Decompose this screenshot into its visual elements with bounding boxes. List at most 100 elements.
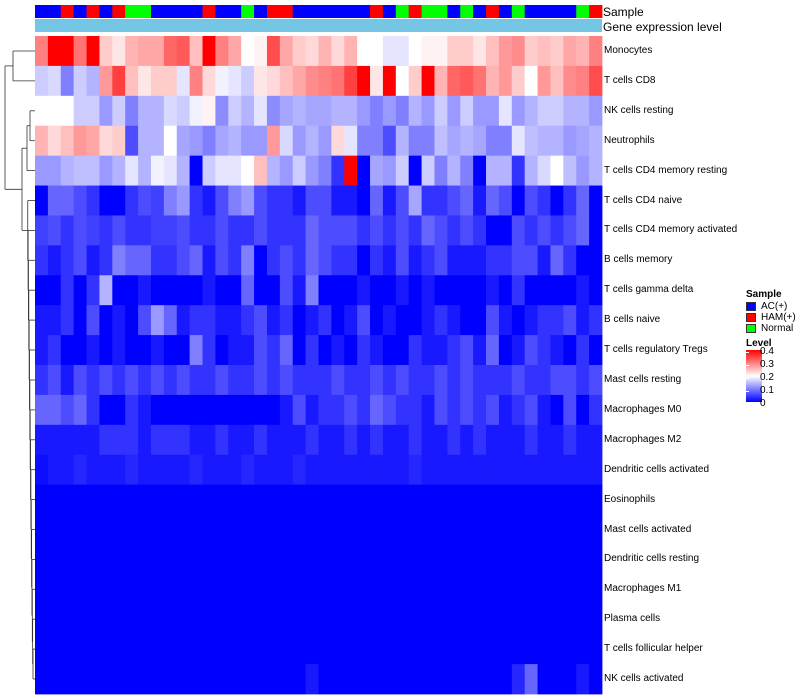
heatmap-cell xyxy=(524,574,538,605)
heatmap-cell xyxy=(511,185,526,216)
heatmap-cell xyxy=(563,155,577,186)
heatmap-cell xyxy=(421,155,435,186)
heatmap-cell xyxy=(331,484,345,515)
heatmap-cell xyxy=(447,365,461,396)
heatmap-cell xyxy=(537,275,551,306)
row-dendrogram xyxy=(4,50,35,680)
sample-cell xyxy=(47,5,62,18)
heatmap-cell xyxy=(125,454,139,486)
heatmap-cell xyxy=(589,424,603,456)
heatmap-cell xyxy=(138,335,152,366)
heatmap-cell xyxy=(486,394,500,426)
heatmap-cell xyxy=(266,155,281,186)
row-label: T cells follicular helper xyxy=(604,643,703,655)
heatmap-cell xyxy=(241,245,255,276)
heatmap-cell xyxy=(589,484,603,515)
heatmap-cell xyxy=(563,215,577,246)
heatmap-cell xyxy=(163,275,178,306)
heatmap-cell xyxy=(163,604,178,635)
heatmap-cell xyxy=(228,574,242,605)
heatmap-cell xyxy=(292,305,307,336)
heatmap-cell xyxy=(202,185,216,216)
heatmap-cell xyxy=(305,664,319,695)
heatmap-cell xyxy=(73,36,87,67)
heatmap-cell xyxy=(421,185,435,216)
sample-legend-title: Sample xyxy=(746,289,782,300)
heatmap-cell xyxy=(447,305,461,336)
heatmap-cell xyxy=(279,305,294,336)
heatmap-cell xyxy=(460,65,474,97)
heatmap-cell xyxy=(73,65,87,97)
heatmap-cell xyxy=(395,245,410,276)
heatmap-cell xyxy=(511,514,526,545)
heatmap-cell xyxy=(112,454,126,486)
heatmap-cell xyxy=(215,484,229,515)
heatmap-cell xyxy=(589,275,603,306)
legend-swatch-ac xyxy=(746,302,756,311)
heatmap-cell xyxy=(524,604,538,635)
heatmap-cell xyxy=(73,634,87,665)
heatmap-cell xyxy=(279,125,294,157)
sample-cell xyxy=(99,5,113,18)
heatmap-cell xyxy=(421,365,435,396)
heatmap-cell xyxy=(344,245,358,276)
heatmap-cell xyxy=(125,185,139,216)
heatmap-cell xyxy=(47,664,62,695)
heatmap-cell xyxy=(35,634,49,665)
heatmap-cell xyxy=(537,664,551,695)
heatmap-cell xyxy=(473,305,487,336)
heatmap-cell xyxy=(86,95,100,127)
heatmap-cell xyxy=(163,394,178,426)
heatmap-cell xyxy=(563,664,577,695)
heatmap-cell xyxy=(318,514,332,545)
heatmap-cell xyxy=(86,424,100,456)
heatmap-cell xyxy=(241,634,255,665)
heatmap-cell xyxy=(86,125,100,157)
heatmap-cell xyxy=(498,36,513,67)
heatmap-cell xyxy=(382,65,397,97)
heatmap-cell xyxy=(382,634,397,665)
heatmap-cell xyxy=(331,454,345,486)
heatmap-cell xyxy=(176,185,191,216)
heatmap-cell xyxy=(189,335,203,366)
heatmap-cell xyxy=(138,365,152,396)
heatmap-cell xyxy=(550,365,564,396)
heatmap-cell xyxy=(279,484,294,515)
heatmap-cell xyxy=(344,484,358,515)
heatmap-cell xyxy=(228,185,242,216)
heatmap-cell xyxy=(434,155,448,186)
heatmap-cell xyxy=(382,454,397,486)
heatmap-cell xyxy=(589,604,603,635)
heatmap-cell xyxy=(498,125,513,157)
heatmap-cell xyxy=(563,65,577,97)
heatmap-cell xyxy=(447,634,461,665)
heatmap-cell xyxy=(241,185,255,216)
heatmap-cell xyxy=(47,484,62,515)
heatmap-cell xyxy=(344,394,358,426)
row-label: Macrophages M1 xyxy=(604,583,682,595)
heatmap-cell xyxy=(279,365,294,396)
heatmap-cell xyxy=(460,544,474,575)
sample-cell xyxy=(563,5,577,18)
heatmap-cell xyxy=(266,454,281,486)
heatmap-cell xyxy=(524,36,538,67)
heatmap-cell xyxy=(576,424,590,456)
heatmap-cell xyxy=(563,245,577,276)
heatmap-cell xyxy=(370,275,384,306)
heatmap-cell xyxy=(47,305,62,336)
heatmap-cell xyxy=(150,484,165,515)
heatmap-cell xyxy=(563,95,577,127)
heatmap-cell xyxy=(202,36,216,67)
heatmap-cell xyxy=(305,604,319,635)
heatmap-cell xyxy=(370,604,384,635)
heatmap-cell xyxy=(382,664,397,695)
heatmap-cell xyxy=(73,95,87,127)
heatmap-cell xyxy=(254,604,268,635)
heatmap-cell xyxy=(511,36,526,67)
heatmap-cell xyxy=(408,604,422,635)
heatmap-cell xyxy=(47,424,62,456)
heatmap-cell xyxy=(292,634,307,665)
heatmap-cell xyxy=(395,365,410,396)
heatmap-cell xyxy=(563,125,577,157)
